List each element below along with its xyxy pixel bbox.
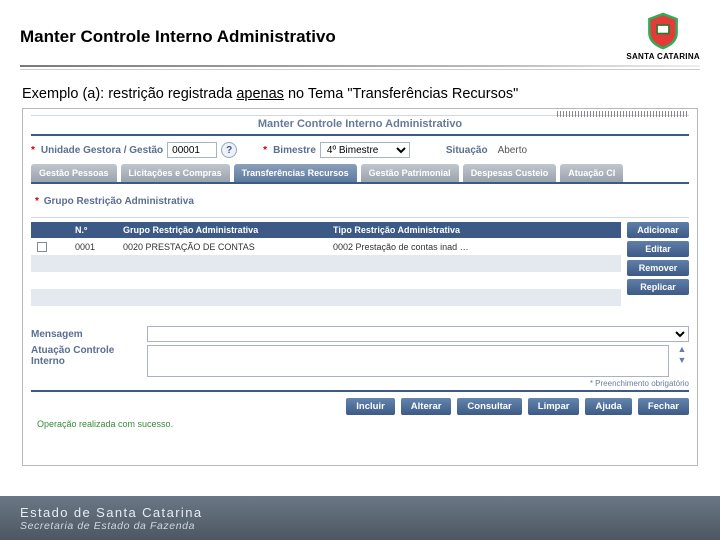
atuacao-textarea[interactable] [147,345,669,377]
remover-button[interactable]: Remover [627,260,689,276]
app-screenshot: Manter Controle Interno Administrativo *… [22,108,698,466]
editar-button[interactable]: Editar [627,241,689,257]
grupo-segment: * Grupo Restrição Administrativa [31,184,689,218]
table-body: 0001 0020 PRESTAÇÃO DE CONTAS 0002 Prest… [31,238,621,323]
footer-line1: Estado de Santa Catarina [20,505,202,520]
situacao-value: Aberto [498,145,527,156]
unidade-label: Unidade Gestora / Gestão [41,145,163,156]
app-title: Manter Controle Interno Administrativo [31,115,689,136]
example-subtitle: Exemplo (a): restrição registrada apenas… [0,78,720,108]
tab-transfer-ncias-recursos[interactable]: Transferências Recursos [234,164,357,182]
atuacao-label: Atuação Controle Interno [31,345,141,367]
tab-gest-o-patrimonial[interactable]: Gestão Patrimonial [361,164,459,182]
help-icon[interactable]: ? [221,142,237,158]
situacao-label: Situação [446,145,488,156]
col-tipo: Tipo Restrição Administrativa [327,222,621,238]
table-header: N.º Grupo Restrição Administrativa Tipo … [31,222,621,238]
mensagem-row: Mensagem [31,326,689,342]
cell-n: 0001 [69,240,117,254]
required-marker: * [263,145,267,156]
tabs: Gestão PessoasLicitações e ComprasTransf… [31,164,689,182]
required-marker: * [31,145,35,156]
form-row-top: * Unidade Gestora / Gestão ? * Bimestre … [31,142,689,158]
table-area: N.º Grupo Restrição Administrativa Tipo … [31,222,689,323]
subtitle-underlined: apenas [236,86,284,102]
bottom-button-bar: Incluir Alterar Consultar Limpar Ajuda Fechar [31,398,689,415]
subtitle-prefix: Exemplo (a): restrição registrada [22,86,236,102]
arrow-down-icon[interactable]: ▼ [678,356,687,365]
bimestre-label: Bimestre [273,145,316,156]
tab-despesas-custeio[interactable]: Despesas Custeio [463,164,557,182]
logo-area: SANTA CATARINA [626,12,700,61]
data-table: N.º Grupo Restrição Administrativa Tipo … [31,222,621,323]
slide-header: Manter Controle Interno Administrativo S… [0,0,720,65]
grupo-label: * Grupo Restrição Administrativa [35,196,687,207]
col-grupo: Grupo Restrição Administrativa [117,222,327,238]
replicar-button[interactable]: Replicar [627,279,689,295]
tab-gest-o-pessoas[interactable]: Gestão Pessoas [31,164,117,182]
arrow-column: ▲ ▼ [675,345,689,365]
title-rule [20,65,700,67]
bimestre-select[interactable]: 4º Bimestre [320,142,410,158]
alterar-button[interactable]: Alterar [401,398,452,415]
consultar-button[interactable]: Consultar [457,398,521,415]
side-button-column: Adicionar Editar Remover Replicar [627,222,689,323]
table-row [31,289,621,306]
limpar-button[interactable]: Limpar [528,398,580,415]
slide-title: Manter Controle Interno Administrativo [20,27,614,47]
row-checkbox[interactable] [37,242,47,252]
subtitle-suffix: no Tema "Transferências Recursos" [284,86,518,102]
adicionar-button[interactable]: Adicionar [627,222,689,238]
col-n: N.º [69,222,117,238]
fechar-button[interactable]: Fechar [638,398,689,415]
unidade-input[interactable] [167,142,217,158]
ajuda-button[interactable]: Ajuda [585,398,631,415]
state-shield-icon [646,12,680,50]
atuacao-row: Atuação Controle Interno ▲ ▼ [31,345,689,377]
table-row[interactable]: 0001 0020 PRESTAÇÃO DE CONTAS 0002 Prest… [31,238,621,255]
slide-footer: Estado de Santa Catarina Secretaria de E… [0,496,720,540]
mensagem-select[interactable] [147,326,689,342]
table-row [31,306,621,323]
status-message: Operação realizada com sucesso. [31,419,689,429]
hatch-decoration [557,111,687,117]
table-row [31,272,621,289]
cell-tipo: 0002 Prestação de contas inad … [327,240,621,254]
footer-line2: Secretaria de Estado da Fazenda [20,520,202,532]
mensagem-label: Mensagem [31,329,141,340]
incluir-button[interactable]: Incluir [346,398,395,415]
logo-text: SANTA CATARINA [626,52,700,61]
tab-licita-es-e-compras[interactable]: Licitações e Compras [121,164,230,182]
title-rule-thin [20,69,700,70]
tab-atua-o-ci[interactable]: Atuação CI [560,164,623,182]
required-note: * Preenchimento obrigatório [31,379,689,388]
cell-grupo: 0020 PRESTAÇÃO DE CONTAS [117,240,327,254]
arrow-up-icon[interactable]: ▲ [678,345,687,354]
table-row [31,255,621,272]
